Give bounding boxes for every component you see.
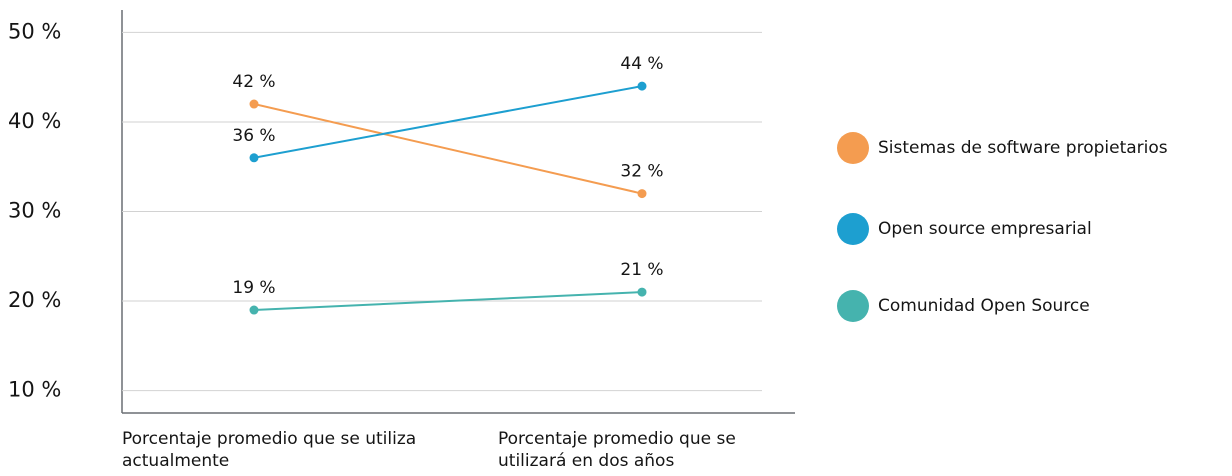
data-label: 42 %: [232, 72, 275, 92]
y-tick-label: 50 %: [8, 19, 61, 43]
data-point: [637, 189, 647, 199]
x-tick-label: Porcentaje promedio que se utilizará en …: [498, 429, 736, 471]
data-point: [637, 81, 647, 91]
x-tick-label: Porcentaje promedio que se utiliza actua…: [122, 429, 417, 471]
data-label: 32 %: [620, 162, 663, 182]
y-tick-label: 30 %: [8, 199, 61, 223]
legend-label: Comunidad Open Source: [878, 296, 1090, 316]
legend-swatch: [837, 132, 869, 164]
data-point: [249, 153, 259, 163]
legend-label: Sistemas de software propietarios: [878, 138, 1168, 158]
data-point: [249, 305, 259, 315]
data-point: [249, 99, 259, 109]
legend-swatch: [837, 290, 869, 322]
y-tick-label: 20 %: [8, 288, 61, 312]
series-line: [253, 103, 643, 195]
legend-label: Open source empresarial: [878, 219, 1092, 239]
data-label: 19 %: [232, 278, 275, 298]
data-point: [637, 287, 647, 297]
series-line: [253, 85, 643, 159]
legend-swatch: [837, 213, 869, 245]
y-tick-label: 40 %: [8, 109, 61, 133]
series-line: [253, 291, 643, 312]
data-label: 21 %: [620, 260, 663, 280]
y-tick-label: 10 %: [8, 378, 61, 402]
data-label: 36 %: [232, 126, 275, 146]
data-label: 44 %: [620, 54, 663, 74]
